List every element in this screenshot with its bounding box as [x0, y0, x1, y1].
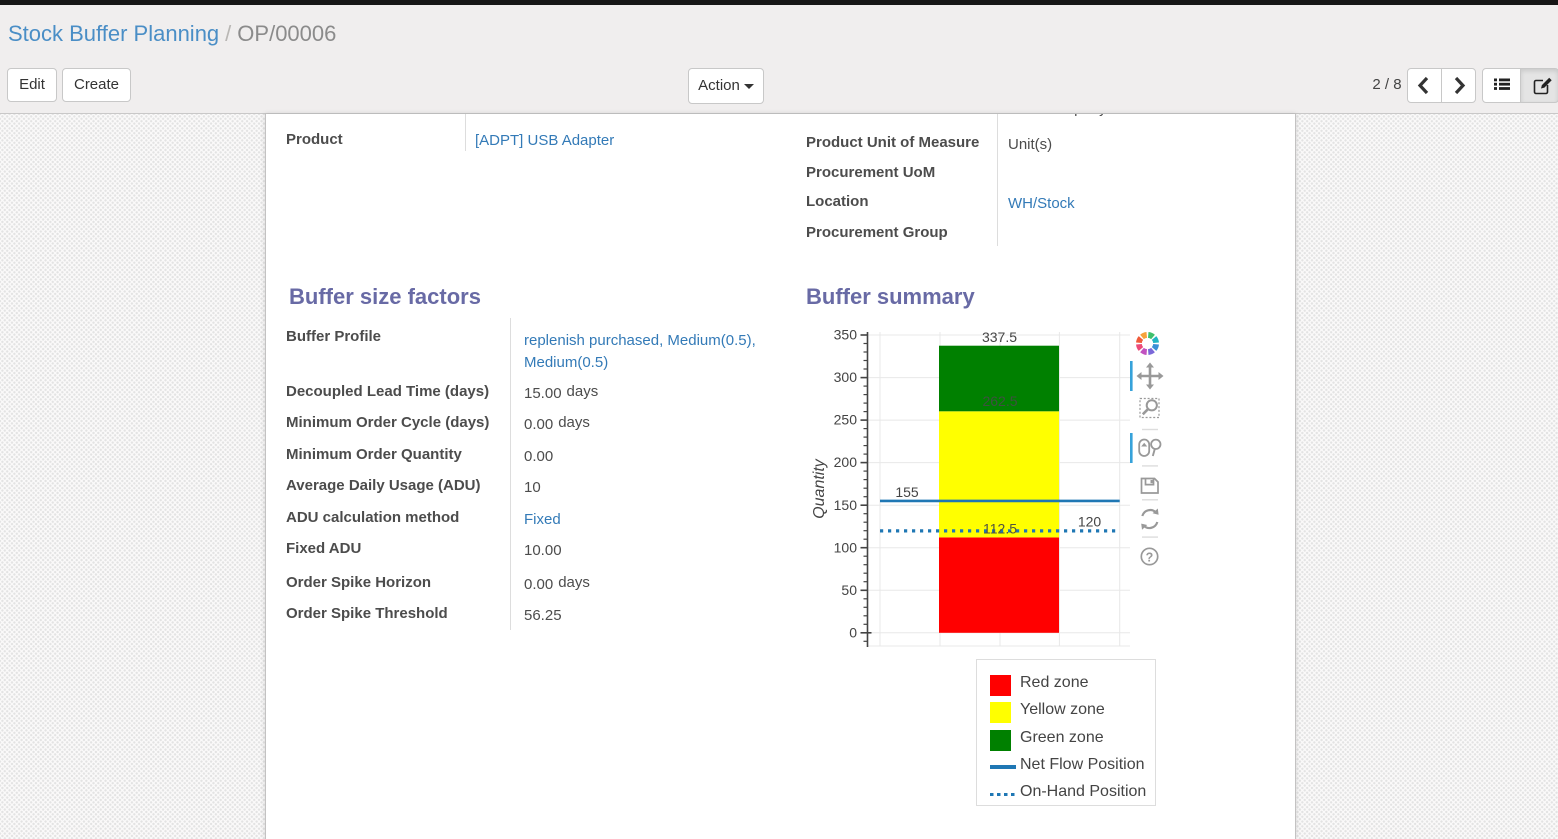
svg-text:150: 150: [834, 497, 858, 513]
svg-text:50: 50: [841, 582, 857, 598]
svg-text:200: 200: [834, 454, 858, 470]
svg-text:100: 100: [834, 539, 858, 555]
svg-text:120: 120: [1078, 514, 1102, 530]
svg-text:337.5: 337.5: [982, 329, 1017, 345]
svg-text:?: ?: [1146, 551, 1154, 565]
svg-text:0: 0: [849, 624, 857, 640]
svg-text:Quantity: Quantity: [811, 458, 828, 519]
svg-text:350: 350: [834, 327, 858, 343]
svg-text:300: 300: [834, 369, 858, 385]
svg-text:155: 155: [895, 484, 919, 500]
svg-text:112.5: 112.5: [983, 521, 1017, 537]
svg-text:250: 250: [834, 412, 858, 428]
svg-text:262.5: 262.5: [982, 393, 1017, 409]
